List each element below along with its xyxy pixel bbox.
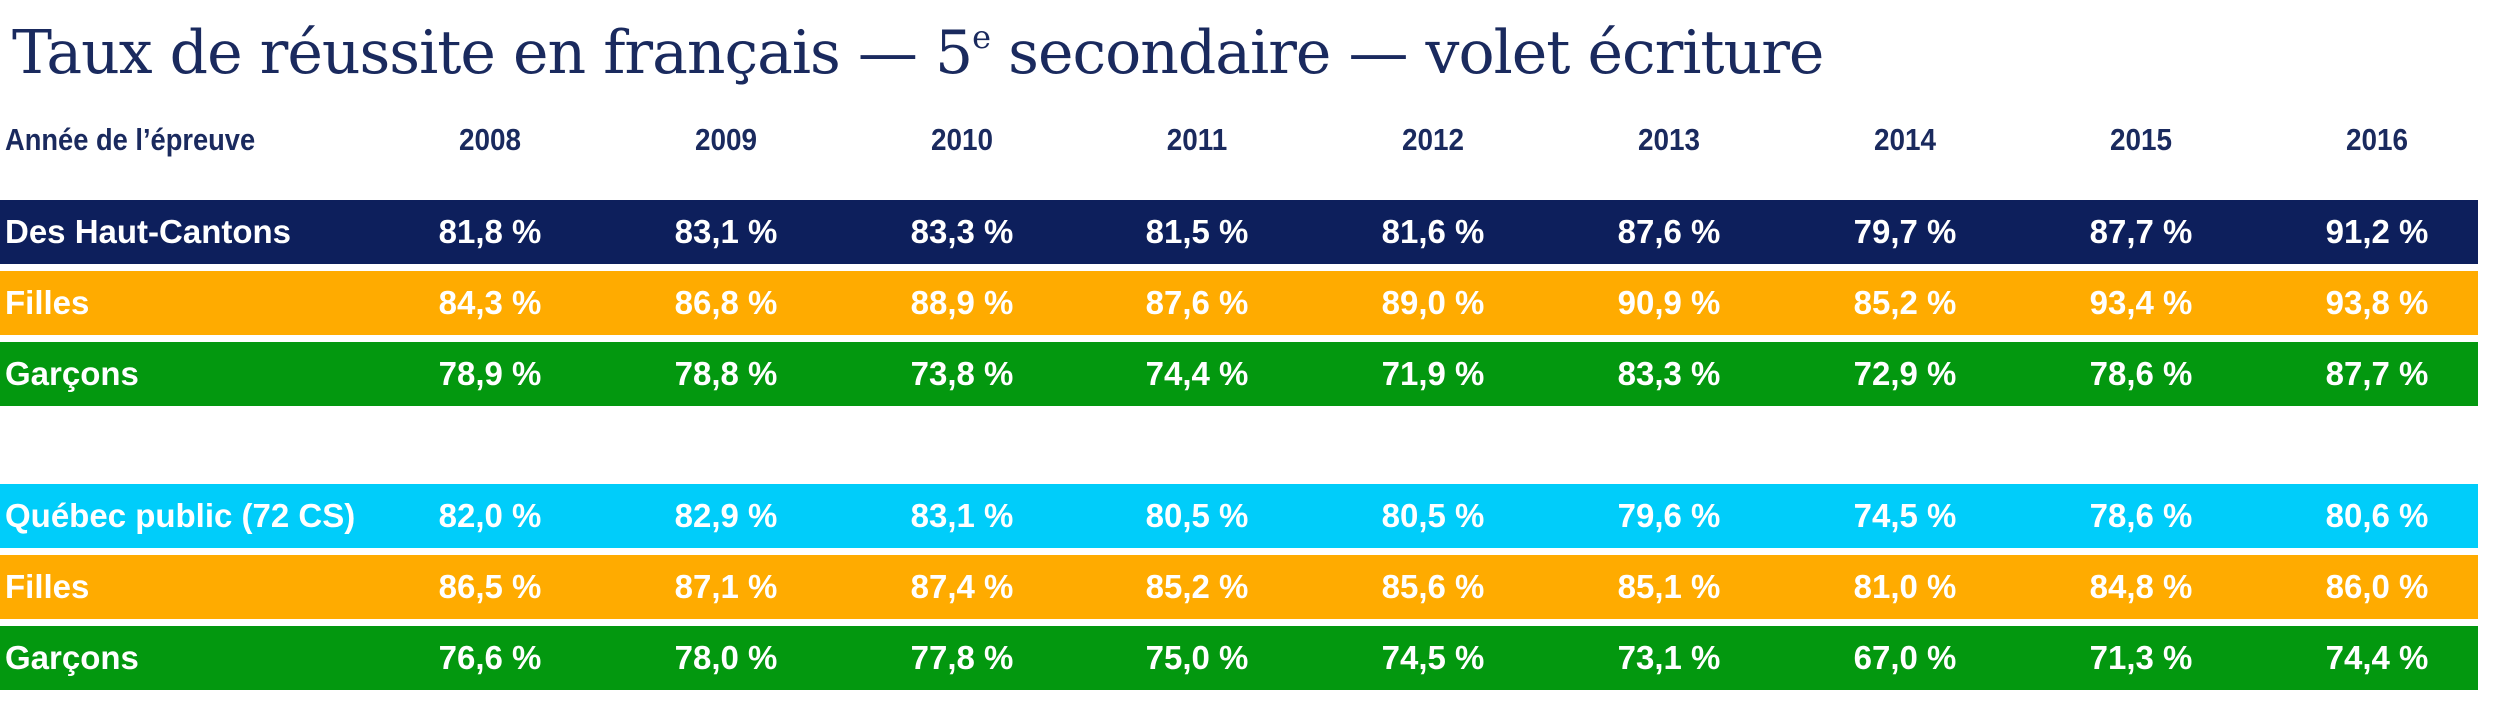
table-cell: 89,0 % [1381,284,1485,321]
table-cell: 75,0 % [1145,639,1249,676]
title-superscript: e [972,18,991,56]
table-cell: 82,0 % [438,497,542,534]
row-label: Des Haut-Cantons [5,213,292,250]
table-row: Garçons 78,9 % 78,8 % 73,8 % 74,4 % 71,9 % 83,… [0,342,2478,406]
row-label: Garçons [5,639,139,676]
year-header-cell: 2013 [1637,122,1701,157]
table-cell: 83,3 % [1617,355,1721,392]
table-cell: 81,8 % [438,213,542,250]
row-label: Québec public (72 CS) [5,497,356,534]
table-cell: 93,4 % [2089,284,2193,321]
year-header-cell: 2008 [458,122,522,157]
table-cell: 86,5 % [438,568,542,605]
chart-title: Taux de réussite en français — 5e second… [12,18,1824,88]
table-cell: 73,8 % [910,355,1014,392]
table-cell: 81,5 % [1145,213,1249,250]
table-cell: 78,8 % [674,355,778,392]
table-cell: 87,6 % [1145,284,1249,321]
table-cell: 87,6 % [1617,213,1721,250]
table-cell: 81,6 % [1381,213,1485,250]
table-cell: 86,0 % [2325,568,2429,605]
year-header-cell: 2014 [1873,122,1937,157]
table-cell: 86,8 % [674,284,778,321]
table-cell: 83,1 % [910,497,1014,534]
table-cell: 80,5 % [1145,497,1249,534]
table-cell: 93,8 % [2325,284,2429,321]
year-header-cell: 2009 [694,122,758,157]
table-cell: 79,6 % [1617,497,1721,534]
table-cell: 91,2 % [2325,213,2429,250]
table-cell: 81,0 % [1853,568,1957,605]
title-tail: secondaire — volet écriture [990,18,1824,88]
table-cell: 82,9 % [674,497,778,534]
table-cell: 74,4 % [1145,355,1249,392]
table-row: Filles 86,5 % 87,1 % 87,4 % 85,2 % 85,6 % 85,1… [0,555,2478,619]
table-cell: 71,9 % [1381,355,1485,392]
year-header-cell: 2016 [2345,122,2409,157]
table-cell: 87,1 % [674,568,778,605]
year-header-cell: 2012 [1401,122,1465,157]
table-cell: 84,3 % [438,284,542,321]
table-cell: 85,6 % [1381,568,1485,605]
table-cell: 87,4 % [910,568,1014,605]
table-cell: 87,7 % [2089,213,2193,250]
table-cell: 73,1 % [1617,639,1721,676]
table-row: Québec public (72 CS) 82,0 % 82,9 % 83,1 % 8… [0,484,2478,548]
table-cell: 85,2 % [1853,284,1957,321]
row-label: Garçons [5,355,139,392]
table-cell: 71,3 % [2089,639,2193,676]
table-row: Filles 84,3 % 86,8 % 88,9 % 87,6 % 89,0 % 90,9… [0,271,2478,335]
table-cell: 78,9 % [438,355,542,392]
table-cell: 83,1 % [674,213,778,250]
table-cell: 88,9 % [910,284,1014,321]
table-row: Des Haut-Cantons 81,8 % 83,1 % 83,3 % 81,5 %… [0,200,2478,264]
table-cell: 80,5 % [1381,497,1485,534]
year-header-cell: 2010 [930,122,994,157]
year-header-cell: 2015 [2109,122,2173,157]
table-cell: 85,1 % [1617,568,1721,605]
table-cell: 74,4 % [2325,639,2429,676]
table-cell: 83,3 % [910,213,1014,250]
row-label: Filles [5,284,90,321]
table-cell: 80,6 % [2325,497,2429,534]
table-cell: 67,0 % [1853,639,1957,676]
table-cell: 78,6 % [2089,497,2193,534]
table-cell: 87,7 % [2325,355,2429,392]
table-cell: 90,9 % [1617,284,1721,321]
table-cell: 72,9 % [1853,355,1957,392]
row-label: Filles [5,568,90,605]
table-cell: 77,8 % [910,639,1014,676]
table-cell: 74,5 % [1853,497,1957,534]
table-cell: 74,5 % [1381,639,1485,676]
table-cell: 78,6 % [2089,355,2193,392]
year-header-label: Année de l’épreuve [5,122,256,157]
table-row: Garçons 76,6 % 78,0 % 77,8 % 75,0 % 74,5 % 73,… [0,626,2478,690]
year-header-cell: 2011 [1166,122,1228,157]
table-cell: 79,7 % [1853,213,1957,250]
table-cell: 76,6 % [438,639,542,676]
table-cell: 78,0 % [674,639,778,676]
table-cell: 85,2 % [1145,568,1249,605]
table-cell: 84,8 % [2089,568,2193,605]
